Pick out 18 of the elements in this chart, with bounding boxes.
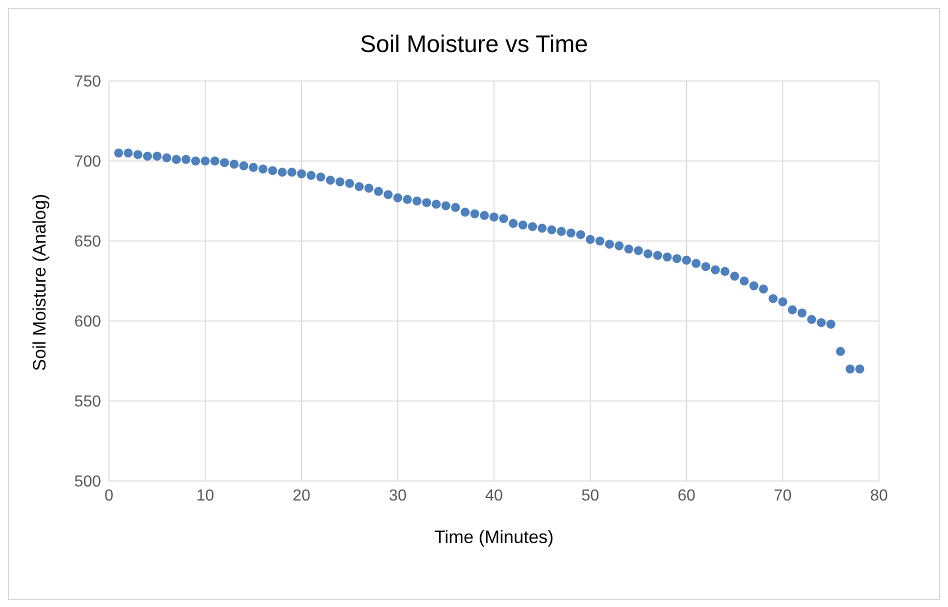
y-tick-label: 650	[74, 234, 102, 251]
x-tick-label: 20	[292, 487, 310, 504]
y-tick-label: 750	[74, 74, 102, 91]
y-tick-label: 550	[74, 394, 102, 411]
x-tick-label: 70	[774, 487, 792, 504]
y-tick-label: 600	[74, 314, 102, 331]
x-tick-label: 50	[581, 487, 600, 504]
x-tick-label: 0	[104, 487, 114, 504]
x-tick-label: 40	[485, 487, 503, 504]
y-axis-title: Soil Moisture (Analog)	[29, 194, 50, 371]
y-tick-label: 500	[74, 474, 102, 491]
x-tick-label: 80	[870, 487, 888, 504]
x-axis-title: Time (Minutes)	[434, 527, 554, 547]
x-tick-label: 30	[388, 487, 407, 504]
y-tick-label: 700	[74, 154, 102, 171]
chart-title: Soil Moisture vs Time	[358, 31, 590, 60]
x-tick-label: 60	[678, 487, 696, 504]
x-tick-label: 10	[196, 487, 214, 504]
